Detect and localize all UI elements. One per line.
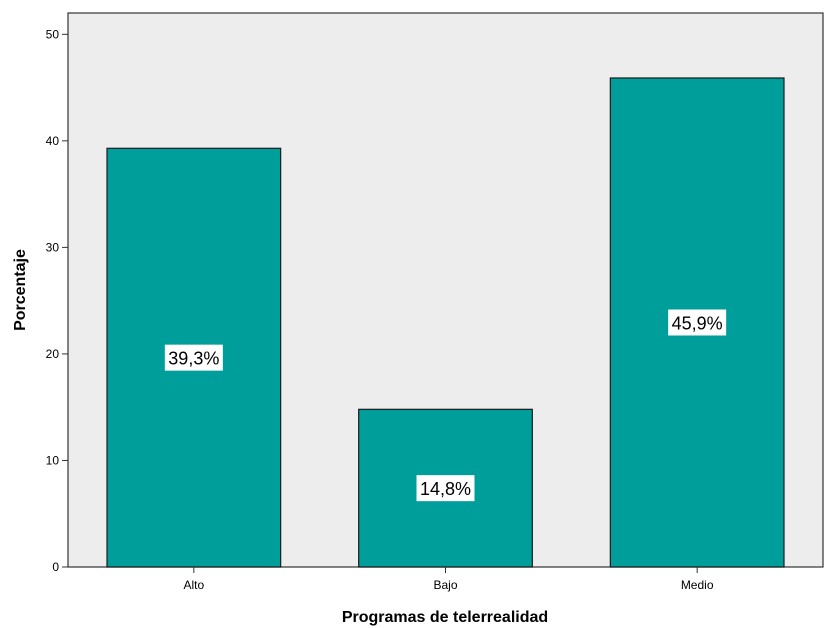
x-axis: Alto Bajo Medio [183,567,714,592]
bars: 39,3% 14,8% 45,9% [106,77,785,568]
y-axis-title: Porcentaje [12,249,29,331]
data-label-bajo: 14,8% [420,479,471,499]
data-label-box [668,309,727,336]
data-label-box [164,344,223,371]
y-tick-label: 20 [46,347,60,361]
y-tick-label: 0 [52,560,59,574]
y-tick-label: 10 [46,453,60,467]
x-tick-label-medio: Medio [681,578,714,592]
data-label-box [416,475,475,502]
y-tick-label: 30 [46,240,60,254]
y-tick-label: 50 [46,27,60,41]
x-tick-label-bajo: Bajo [433,578,457,592]
x-tick-label-alto: Alto [183,578,204,592]
y-axis: 0 10 20 30 40 50 [46,27,68,574]
x-axis-title: Programas de telerrealidad [342,609,548,626]
y-tick-label: 40 [46,134,60,148]
data-label-medio: 45,9% [672,313,723,333]
data-label-alto: 39,3% [168,349,219,369]
